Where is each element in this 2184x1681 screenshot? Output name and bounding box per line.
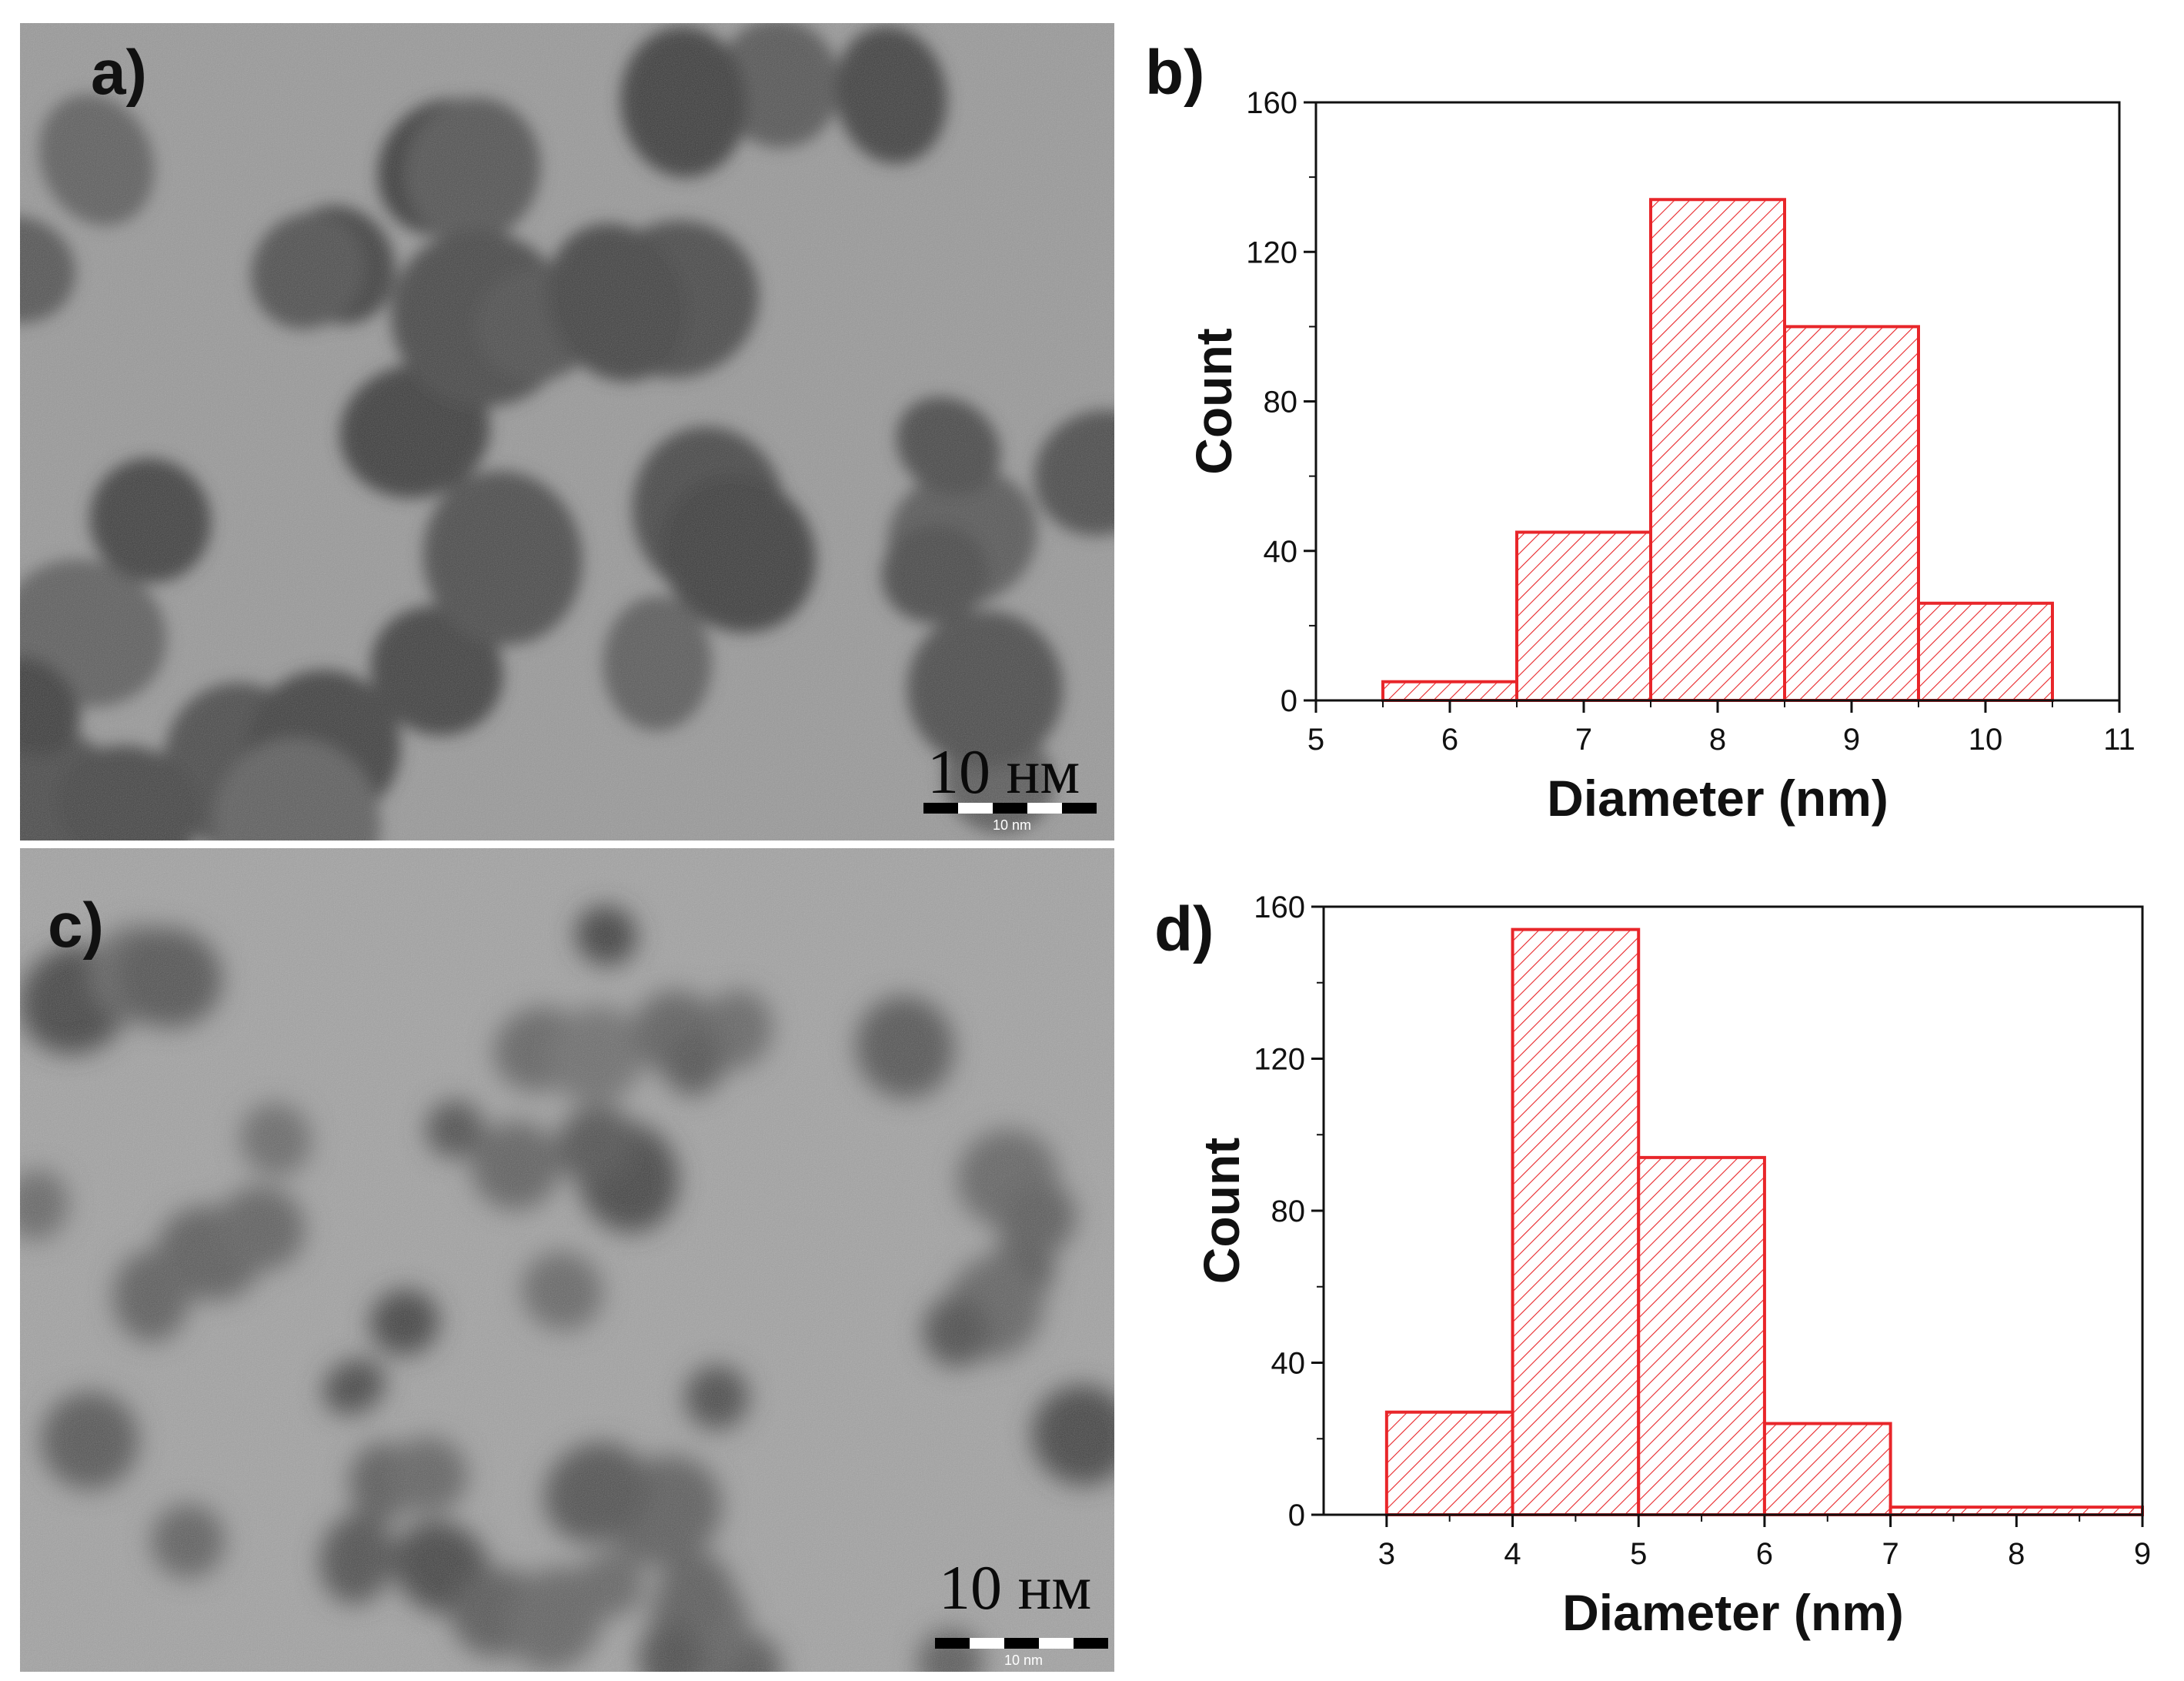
histogram-b-bar-0	[1381, 680, 1518, 702]
panel-letter-a: a)	[91, 38, 147, 108]
histogram-b-xlabel: Diameter (nm)	[1547, 770, 1888, 827]
histogram-d-xtick-label-2: 5	[1630, 1537, 1647, 1571]
histogram-b-ytick-label-4: 160	[1246, 86, 1297, 120]
histogram-b-xtick-label-3: 8	[1709, 723, 1726, 757]
histogram-b-bar-1	[1515, 530, 1652, 702]
histogram-b-xtick-label-0: 5	[1307, 723, 1324, 757]
histogram-b-ytick-label-2: 80	[1264, 386, 1298, 419]
histogram-d-ytick-label-0: 0	[1288, 1499, 1305, 1532]
histogram-d-xtick-label-5: 8	[2008, 1537, 2025, 1571]
histogram-d-ytick-label-3: 120	[1254, 1043, 1305, 1077]
histogram-d-xtick-label-6: 9	[2134, 1537, 2151, 1571]
histogram-d-xtick-label-4: 7	[1882, 1537, 1898, 1571]
histogram-b-xtick-label-1: 6	[1441, 723, 1458, 757]
histogram-d: 3 4 5 6 7 8 9 0 40 80 120 160 Diameter (nm) Count d)	[1154, 891, 2151, 1641]
histogram-d-ylabel: Count	[1193, 1138, 1250, 1285]
scale-bar-a: 10 нм 10 nm	[923, 737, 1097, 833]
histogram-b-bar-2	[1649, 198, 1786, 702]
histogram-d-ytick-label-2: 80	[1271, 1195, 1306, 1228]
histogram-b-panel-letter: b)	[1145, 38, 1204, 108]
histogram-b-xtick-label-2: 7	[1575, 723, 1592, 757]
scale-bar-c: 10 нм 10 nm	[935, 1552, 1108, 1668]
histogram-b-xtick-label-5: 10	[1969, 723, 2003, 757]
histogram-d-xtick-label-0: 3	[1378, 1537, 1395, 1571]
histogram-b-bar-3	[1783, 325, 1920, 702]
histogram-b-xtick-label-6: 11	[2103, 723, 2136, 757]
scale-small-label-a: 10 nm	[993, 817, 1031, 833]
histogram-d-ytick-label-4: 160	[1254, 891, 1305, 924]
histogram-b-xtick-label-4: 9	[1843, 723, 1860, 757]
histogram-d-bar-3	[1762, 1422, 1892, 1516]
histogram-b-bar-4	[1917, 601, 2054, 702]
histogram-b-ytick-label-1: 40	[1264, 535, 1298, 569]
histogram-d-bar-2	[1637, 1155, 1766, 1516]
histogram-d-xlabel: Diameter (nm)	[1562, 1584, 1904, 1641]
tem-image-a	[20, 23, 1114, 840]
histogram-b-ytick-label-3: 120	[1246, 236, 1297, 269]
panel-letter-c: c)	[48, 891, 104, 961]
histogram-d-xtick-label-3: 6	[1756, 1537, 1773, 1571]
scale-label-c: 10 нм	[939, 1552, 1091, 1623]
tem-image-c	[20, 848, 1114, 1672]
scale-label-a: 10 нм	[927, 737, 1080, 807]
histogram-d-ytick-label-1: 40	[1271, 1347, 1306, 1381]
histogram-b-ylabel: Count	[1185, 328, 1242, 475]
histogram-b: 5 6 7 8 9 10 11 0 40 80 120 160 Diameter (nm) Count b)	[1145, 38, 2136, 827]
histogram-d-xtick-label-1: 4	[1504, 1537, 1521, 1571]
scale-small-label-c: 10 nm	[1004, 1653, 1043, 1668]
histogram-d-bar-1	[1511, 927, 1641, 1516]
histogram-d-bar-0	[1384, 1410, 1514, 1516]
histogram-b-ytick-label-0: 0	[1281, 684, 1297, 718]
histogram-d-panel-letter: d)	[1154, 894, 1214, 964]
